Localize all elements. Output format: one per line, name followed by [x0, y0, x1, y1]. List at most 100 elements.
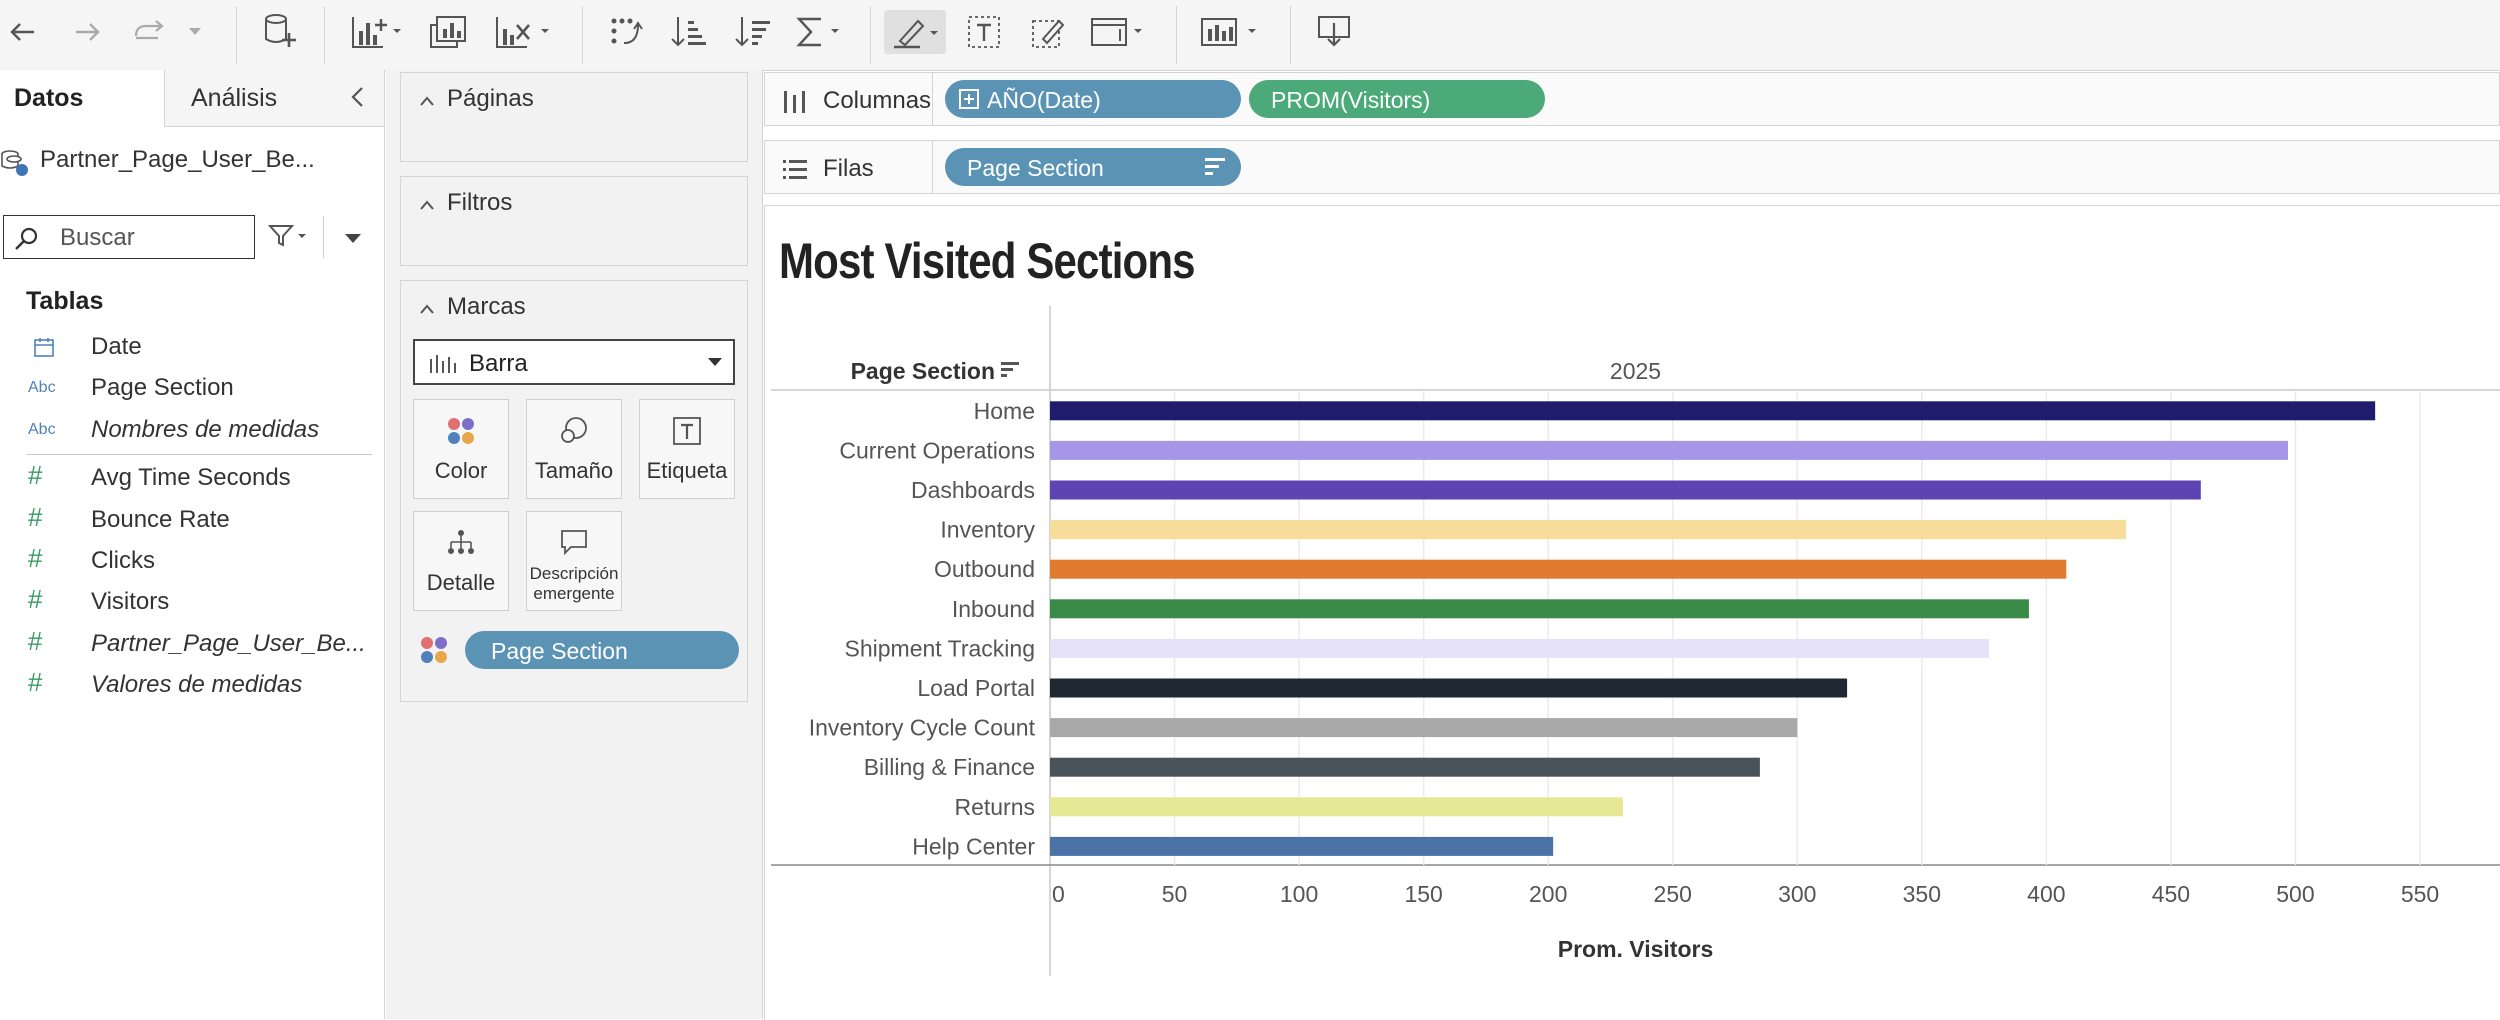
category-label[interactable]: Shipment Tracking: [845, 635, 1035, 661]
category-label[interactable]: Billing & Finance: [864, 754, 1035, 780]
color-icon: [448, 418, 474, 444]
detail-label: Detalle: [426, 570, 496, 595]
new-datasource-icon[interactable]: [258, 10, 302, 54]
category-label[interactable]: Outbound: [934, 556, 1035, 582]
bar[interactable]: [1050, 757, 1760, 777]
menu-dropdown-icon[interactable]: [344, 232, 362, 250]
datasource-item[interactable]: Partner_Page_User_Be...: [0, 138, 384, 184]
search-input[interactable]: [58, 222, 252, 254]
category-label[interactable]: Home: [974, 398, 1035, 424]
sort-descending-icon[interactable]: [730, 10, 774, 54]
forward-icon[interactable]: [66, 10, 110, 54]
field-item[interactable]: # Clicks: [0, 541, 384, 581]
dropdown-icon[interactable]: [182, 10, 208, 54]
data-pane: Datos Análisis Partner_Page_User_Be... T…: [0, 70, 385, 1019]
present-icon[interactable]: [1312, 10, 1356, 54]
field-item[interactable]: # Visitors: [0, 582, 384, 622]
field-item[interactable]: # Partner_Page_User_Be...: [0, 624, 384, 664]
chevron-up-icon[interactable]: [419, 200, 435, 210]
color-field-pill[interactable]: Page Section: [465, 631, 739, 669]
totals-icon[interactable]: [792, 10, 844, 54]
sort-indicator-icon[interactable]: [1001, 374, 1007, 377]
rows-pill-page-section[interactable]: Page Section: [945, 148, 1241, 186]
number-type-icon: #: [28, 543, 43, 573]
bar[interactable]: [1050, 797, 1623, 817]
rows-shelf[interactable]: Filas Page Section: [764, 140, 2500, 194]
bar[interactable]: [1050, 638, 1990, 658]
clear-icon[interactable]: [492, 10, 556, 54]
category-label[interactable]: Load Portal: [917, 675, 1035, 701]
field-item[interactable]: Abc Page Section: [0, 368, 384, 408]
duplicate-icon[interactable]: [426, 10, 470, 54]
field-item[interactable]: # Valores de medidas: [0, 665, 384, 705]
swap-icon[interactable]: [604, 10, 648, 54]
row-header-label[interactable]: Page Section: [851, 358, 995, 384]
field-label: Bounce Rate: [91, 506, 230, 533]
color-button[interactable]: Color: [413, 399, 509, 499]
columns-pill-avg-visitors-label: PROM(Visitors): [1271, 87, 1431, 113]
bar[interactable]: [1050, 520, 2127, 540]
sort-indicator-icon[interactable]: [1001, 362, 1019, 365]
field-label: Page Section: [91, 374, 234, 401]
mark-type-label: Barra: [469, 350, 528, 377]
search-box[interactable]: [3, 215, 255, 259]
chevron-up-icon[interactable]: [419, 304, 435, 314]
field-item[interactable]: Date: [0, 327, 384, 367]
size-icon: [561, 417, 587, 443]
field-item[interactable]: Abc Nombres de medidas: [0, 410, 384, 450]
sort-indicator-icon[interactable]: [1205, 158, 1227, 176]
tab-analysis[interactable]: Análisis: [165, 70, 384, 126]
category-label[interactable]: Inbound: [952, 596, 1035, 622]
sort-ascending-icon[interactable]: [666, 10, 710, 54]
columns-pill-avg-visitors[interactable]: PROM(Visitors): [1249, 80, 1545, 118]
new-worksheet-icon[interactable]: [350, 10, 404, 54]
field-item[interactable]: # Bounce Rate: [0, 500, 384, 540]
show-me-icon[interactable]: [1198, 10, 1264, 54]
field-item[interactable]: # Avg Time Seconds: [0, 458, 384, 498]
highlight-icon[interactable]: [884, 10, 946, 54]
category-label[interactable]: Dashboards: [911, 477, 1035, 503]
back-icon[interactable]: [0, 10, 44, 54]
datasource-name: Partner_Page_User_Be...: [40, 146, 315, 173]
expand-plus-icon[interactable]: [959, 89, 979, 109]
pages-card[interactable]: Páginas: [400, 72, 748, 162]
collapse-pane-icon[interactable]: [350, 86, 364, 113]
mark-type-dropdown[interactable]: Barra: [413, 339, 735, 385]
category-label[interactable]: Inventory: [940, 517, 1035, 543]
redo-icon[interactable]: [128, 10, 172, 54]
datasource-icon: [0, 148, 30, 183]
filter-icon[interactable]: [267, 224, 310, 253]
bar[interactable]: [1050, 678, 1848, 698]
tooltip-icon: [561, 530, 587, 556]
category-label[interactable]: Inventory Cycle Count: [809, 715, 1036, 741]
bar[interactable]: [1050, 836, 1554, 856]
detail-button[interactable]: Detalle: [413, 511, 509, 611]
columns-shelf[interactable]: Columnas AÑO(Date) PROM(Visitors): [764, 72, 2500, 126]
fit-icon[interactable]: [1088, 10, 1148, 54]
bar[interactable]: [1050, 599, 2029, 619]
field-label: Clicks: [91, 547, 155, 574]
label-button[interactable]: Etiqueta: [639, 399, 735, 499]
annotate-icon[interactable]: [1026, 10, 1070, 54]
bar[interactable]: [1050, 480, 2201, 500]
category-label[interactable]: Help Center: [912, 833, 1035, 859]
x-tick-label: 200: [1529, 881, 1567, 907]
number-type-icon: #: [28, 460, 43, 490]
filters-card[interactable]: Filtros: [400, 176, 748, 266]
field-label: Nombres de medidas: [91, 416, 320, 443]
tab-data[interactable]: Datos: [0, 70, 165, 127]
x-tick-label: 100: [1280, 881, 1318, 907]
worksheet-title: Most Visited Sections: [779, 233, 1196, 289]
bar[interactable]: [1050, 559, 2067, 579]
bar[interactable]: [1050, 440, 2288, 460]
size-button[interactable]: Tamaño: [526, 399, 622, 499]
bar[interactable]: [1050, 401, 2376, 421]
text-icon[interactable]: [962, 10, 1006, 54]
bar[interactable]: [1050, 718, 1798, 738]
tooltip-button[interactable]: Descripción emergente: [526, 511, 622, 611]
category-label[interactable]: Returns: [954, 794, 1035, 820]
sort-indicator-icon[interactable]: [1001, 368, 1013, 371]
chevron-up-icon[interactable]: [419, 96, 435, 106]
columns-pill-year-date[interactable]: AÑO(Date): [945, 80, 1241, 118]
category-label[interactable]: Current Operations: [839, 437, 1035, 463]
